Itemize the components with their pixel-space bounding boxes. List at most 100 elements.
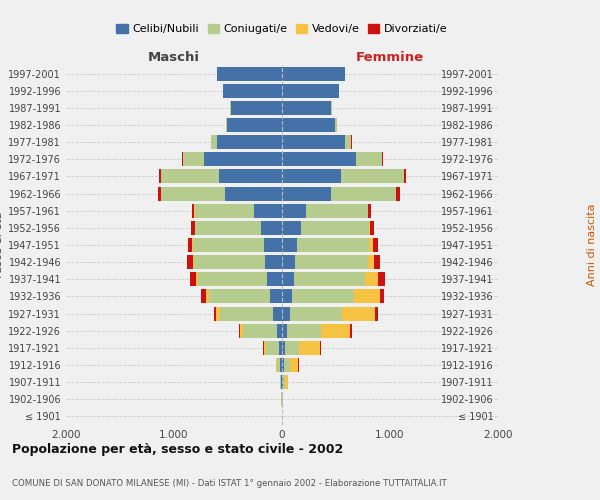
Bar — [282, 221, 301, 235]
Bar — [282, 375, 283, 389]
Bar — [331, 186, 396, 200]
Bar — [182, 152, 183, 166]
Bar — [217, 66, 282, 80]
Bar — [225, 186, 282, 200]
Bar — [301, 221, 369, 235]
Bar — [204, 152, 282, 166]
Bar — [290, 358, 298, 372]
Bar — [187, 255, 193, 269]
Bar — [217, 135, 282, 149]
Bar — [282, 341, 285, 355]
Bar — [277, 358, 280, 372]
Bar — [227, 118, 282, 132]
Bar — [220, 306, 274, 320]
Bar — [282, 358, 284, 372]
Bar — [356, 152, 382, 166]
Bar — [220, 170, 282, 183]
Bar — [190, 272, 196, 286]
Bar — [321, 324, 350, 338]
Bar — [299, 341, 320, 355]
Bar — [274, 306, 282, 320]
Bar — [282, 306, 290, 320]
Y-axis label: Fasce di età: Fasce di età — [0, 212, 4, 278]
Bar — [270, 290, 282, 304]
Bar — [226, 118, 227, 132]
Bar — [397, 186, 400, 200]
Text: COMUNE DI SAN DONATO MILANESE (MI) - Dati ISTAT 1° gennaio 2002 - Elaborazione T: COMUNE DI SAN DONATO MILANESE (MI) - Dat… — [12, 479, 447, 488]
Bar — [194, 255, 265, 269]
Bar — [161, 186, 225, 200]
Bar — [341, 170, 404, 183]
Bar — [193, 238, 264, 252]
Bar — [239, 324, 240, 338]
Bar — [282, 118, 335, 132]
Bar — [282, 204, 306, 218]
Bar — [365, 272, 377, 286]
Bar — [161, 170, 220, 183]
Bar — [370, 221, 374, 235]
Bar — [292, 290, 354, 304]
Bar — [254, 204, 282, 218]
Bar — [206, 290, 209, 304]
Bar — [183, 152, 204, 166]
Bar — [373, 238, 378, 252]
Bar — [282, 186, 331, 200]
Bar — [192, 204, 194, 218]
Bar — [243, 324, 277, 338]
Bar — [284, 358, 290, 372]
Bar — [331, 101, 332, 115]
Bar — [230, 101, 282, 115]
Bar — [198, 272, 267, 286]
Bar — [195, 221, 261, 235]
Bar — [281, 375, 282, 389]
Bar — [294, 272, 365, 286]
Bar — [194, 204, 254, 218]
Bar — [350, 324, 352, 338]
Bar — [240, 324, 243, 338]
Bar — [280, 358, 282, 372]
Bar — [196, 272, 198, 286]
Text: Popolazione per età, sesso e stato civile - 2002: Popolazione per età, sesso e stato civil… — [12, 444, 343, 456]
Bar — [290, 306, 341, 320]
Bar — [282, 152, 356, 166]
Bar — [193, 255, 194, 269]
Bar — [265, 255, 282, 269]
Bar — [277, 324, 282, 338]
Bar — [306, 204, 368, 218]
Bar — [202, 290, 206, 304]
Bar — [280, 375, 281, 389]
Bar — [282, 84, 338, 98]
Bar — [282, 324, 287, 338]
Bar — [276, 358, 277, 372]
Bar — [370, 238, 373, 252]
Bar — [282, 290, 292, 304]
Bar — [266, 341, 280, 355]
Bar — [282, 66, 345, 80]
Bar — [345, 135, 352, 149]
Bar — [282, 135, 345, 149]
Bar — [223, 84, 282, 98]
Legend: Celibi/Nubili, Coniugati/e, Vedovi/e, Divorziati/e: Celibi/Nubili, Coniugati/e, Vedovi/e, Di… — [116, 24, 448, 34]
Bar — [188, 238, 193, 252]
Bar — [382, 152, 383, 166]
Bar — [282, 238, 297, 252]
Bar — [380, 290, 385, 304]
Bar — [297, 238, 370, 252]
Bar — [376, 306, 378, 320]
Bar — [263, 341, 266, 355]
Bar — [404, 170, 406, 183]
Bar — [282, 170, 341, 183]
Bar — [369, 221, 370, 235]
Bar — [368, 204, 371, 218]
Bar — [209, 290, 270, 304]
Text: Anni di nascita: Anni di nascita — [587, 204, 597, 286]
Bar — [158, 186, 161, 200]
Bar — [295, 255, 368, 269]
Bar — [283, 375, 285, 389]
Bar — [280, 341, 282, 355]
Bar — [374, 255, 380, 269]
Bar — [282, 272, 294, 286]
Text: Femmine: Femmine — [356, 51, 424, 64]
Bar — [282, 255, 295, 269]
Bar — [214, 306, 215, 320]
